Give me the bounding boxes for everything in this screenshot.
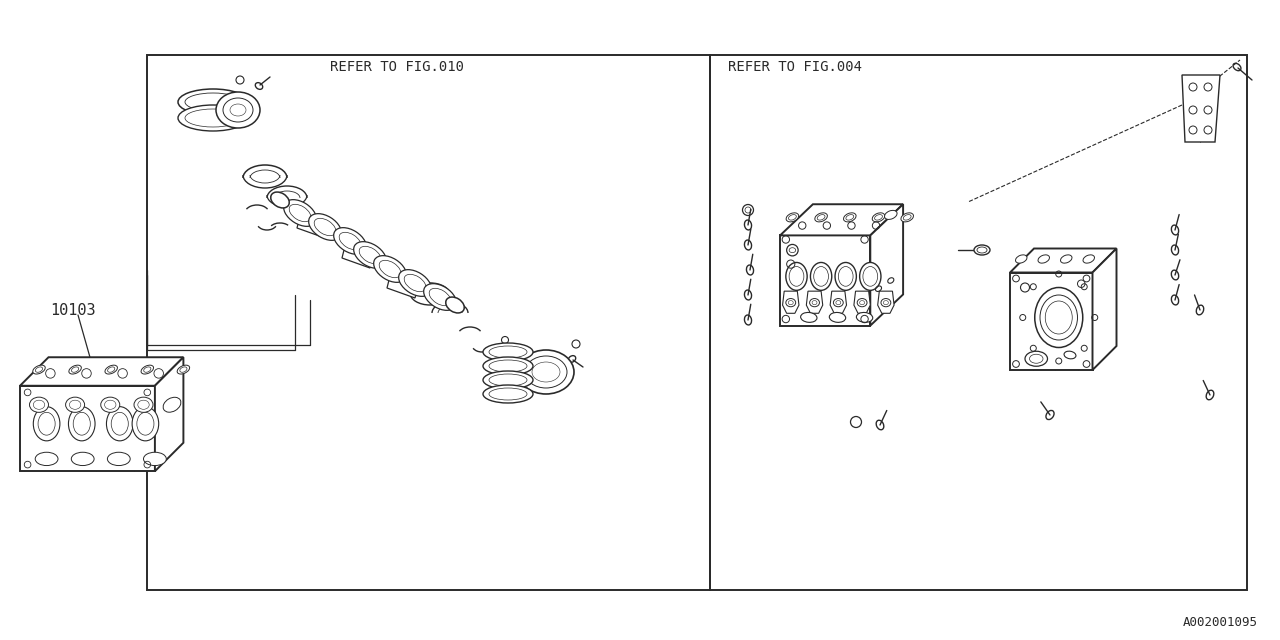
Ellipse shape [111,412,128,435]
Ellipse shape [36,452,58,465]
Ellipse shape [398,269,431,296]
Ellipse shape [1061,255,1071,263]
Ellipse shape [106,406,133,441]
Polygon shape [878,291,895,314]
Ellipse shape [65,397,84,412]
Ellipse shape [858,298,867,307]
Ellipse shape [271,192,289,208]
Ellipse shape [872,213,884,222]
Ellipse shape [424,284,457,310]
Ellipse shape [308,214,342,241]
Text: 10103: 10103 [50,303,96,317]
Ellipse shape [105,365,118,374]
Ellipse shape [483,385,532,403]
Text: REFER TO FIG.004: REFER TO FIG.004 [728,60,861,74]
Ellipse shape [137,412,154,435]
Polygon shape [782,291,799,314]
Ellipse shape [483,357,532,375]
Polygon shape [342,242,374,268]
Ellipse shape [483,371,532,389]
Ellipse shape [143,452,166,465]
Ellipse shape [884,211,897,220]
Ellipse shape [974,245,989,255]
Ellipse shape [68,406,95,441]
Ellipse shape [73,412,91,435]
Ellipse shape [141,365,154,374]
Ellipse shape [518,350,573,394]
Ellipse shape [835,262,856,291]
Polygon shape [806,291,823,314]
Ellipse shape [334,228,366,254]
Ellipse shape [38,412,55,435]
Ellipse shape [33,406,60,441]
Ellipse shape [134,397,154,412]
Polygon shape [297,212,329,238]
Ellipse shape [786,213,799,222]
Ellipse shape [810,262,832,291]
Ellipse shape [163,397,180,412]
Ellipse shape [132,406,159,441]
Ellipse shape [101,397,120,412]
Polygon shape [20,386,155,471]
Ellipse shape [29,397,49,412]
Ellipse shape [815,213,827,222]
Ellipse shape [33,365,45,374]
Bar [710,55,1247,590]
Ellipse shape [833,298,844,307]
Ellipse shape [178,105,248,131]
Text: REFER TO FIG.010: REFER TO FIG.010 [330,60,465,74]
Ellipse shape [810,298,819,307]
Ellipse shape [69,365,82,374]
Polygon shape [1181,75,1220,142]
Ellipse shape [786,298,796,307]
Ellipse shape [1038,255,1050,263]
Ellipse shape [1034,287,1083,348]
Polygon shape [1093,248,1116,370]
Bar [147,55,710,590]
Polygon shape [1010,248,1116,273]
Ellipse shape [445,297,465,313]
Polygon shape [1010,273,1093,370]
Polygon shape [854,291,870,314]
Ellipse shape [786,262,808,291]
Polygon shape [155,357,183,471]
Ellipse shape [374,255,406,282]
Text: A002001095: A002001095 [1183,616,1258,628]
Ellipse shape [1064,351,1076,359]
Ellipse shape [860,262,881,291]
Polygon shape [780,204,904,236]
Polygon shape [387,272,419,298]
Polygon shape [870,204,904,326]
Polygon shape [20,357,183,386]
Ellipse shape [177,365,189,374]
Ellipse shape [829,312,846,323]
Ellipse shape [108,452,131,465]
Ellipse shape [800,312,817,323]
Ellipse shape [483,343,532,361]
Ellipse shape [72,452,95,465]
Ellipse shape [216,92,260,128]
Polygon shape [831,291,846,314]
Ellipse shape [353,242,387,268]
Ellipse shape [881,298,891,307]
Ellipse shape [856,312,873,323]
Ellipse shape [844,213,856,222]
Ellipse shape [1025,351,1047,366]
Ellipse shape [901,213,914,222]
Ellipse shape [1015,255,1027,263]
Polygon shape [780,236,870,326]
Ellipse shape [1083,255,1094,263]
Ellipse shape [284,200,316,227]
Ellipse shape [178,89,248,115]
